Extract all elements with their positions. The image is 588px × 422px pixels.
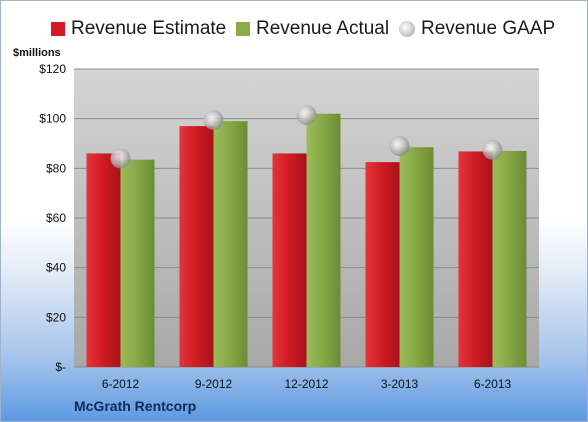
gaap-marker bbox=[389, 135, 410, 156]
legend-item-revenue-actual: Revenue Actual bbox=[236, 15, 389, 43]
legend-item-revenue-gaap: Revenue GAAP bbox=[399, 15, 555, 43]
bar-revenue-actual bbox=[213, 121, 248, 368]
bar-revenue-actual bbox=[120, 159, 155, 367]
gaap-markers bbox=[110, 104, 503, 169]
y-tick-label: $100 bbox=[39, 112, 66, 126]
gaap-marker bbox=[482, 139, 503, 160]
gaap-marker bbox=[296, 104, 317, 125]
x-tick-label: 3-2013 bbox=[381, 377, 419, 391]
gaap-marker bbox=[203, 109, 224, 130]
bar-revenue-estimate bbox=[86, 153, 121, 367]
y-tick-label: $- bbox=[55, 360, 66, 374]
bar-revenue-actual bbox=[492, 150, 527, 367]
bar-revenue-estimate bbox=[179, 126, 214, 367]
legend-swatch-red bbox=[51, 22, 65, 36]
y-tick-label: $120 bbox=[39, 62, 66, 76]
y-tick-label: $40 bbox=[46, 261, 66, 275]
legend-label-estimate: Revenue Estimate bbox=[71, 18, 227, 39]
bars bbox=[86, 113, 527, 368]
company-name: McGrath Rentcorp bbox=[74, 398, 197, 414]
legend-swatch-green bbox=[236, 22, 250, 36]
y-axis: $- $20 $40 $60 $80 $100 $120 bbox=[39, 62, 66, 374]
x-axis: 6-2012 9-2012 12-2012 3-2013 6-2013 bbox=[102, 377, 512, 391]
x-tick-label: 9-2012 bbox=[195, 377, 233, 391]
x-tick-label: 6-2012 bbox=[102, 377, 140, 391]
bar-revenue-estimate bbox=[365, 162, 400, 367]
y-tick-label: $60 bbox=[46, 211, 66, 225]
bar-revenue-actual bbox=[399, 147, 434, 367]
x-tick-label: 6-2013 bbox=[474, 377, 512, 391]
legend-item-revenue-estimate: Revenue Estimate bbox=[51, 15, 226, 43]
bar-revenue-actual bbox=[306, 113, 341, 367]
bar-revenue-estimate bbox=[458, 151, 493, 367]
y-tick-label: $80 bbox=[46, 161, 66, 175]
y-tick-label: $20 bbox=[46, 310, 66, 324]
legend-swatch-circle bbox=[399, 21, 415, 37]
unit-label: $millions bbox=[13, 47, 61, 59]
legend-label-actual: Revenue Actual bbox=[256, 18, 390, 39]
legend-label-gaap: Revenue GAAP bbox=[421, 18, 556, 39]
gaap-marker bbox=[110, 148, 131, 169]
x-tick-label: 12-2012 bbox=[284, 377, 328, 391]
legend: Revenue Estimate Revenue Actual Revenue … bbox=[1, 15, 587, 43]
bar-revenue-estimate bbox=[272, 153, 307, 367]
